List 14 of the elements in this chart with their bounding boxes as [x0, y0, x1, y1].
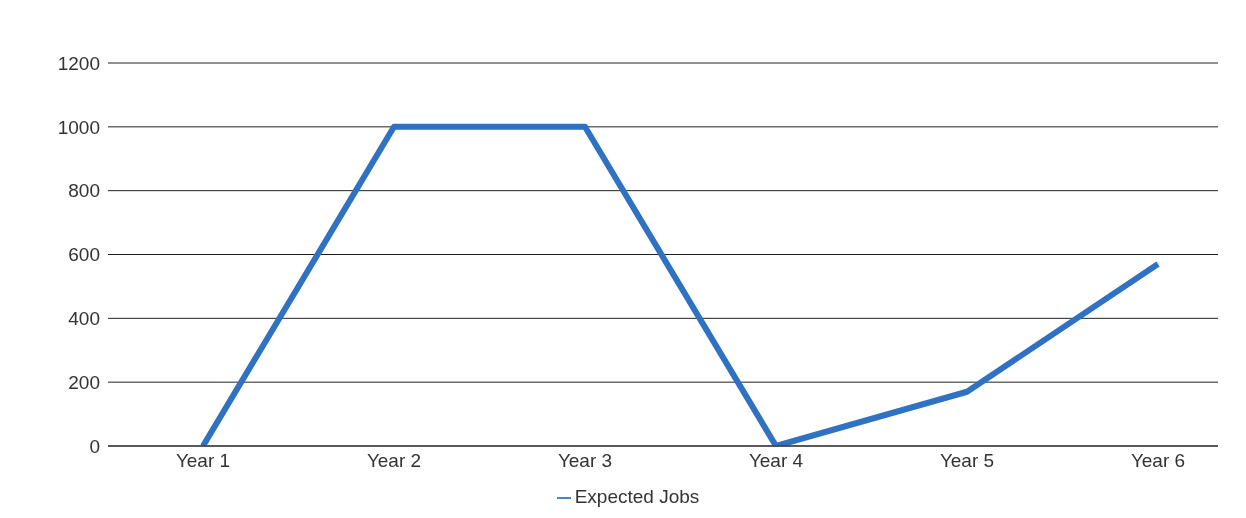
y-tick-label: 1200 — [57, 52, 100, 74]
x-tick-label: Year 1 — [175, 450, 231, 472]
legend-label: Expected Jobs — [574, 486, 700, 507]
y-tick-label: 1000 — [57, 116, 100, 138]
y-tick-label: 200 — [68, 371, 100, 393]
y-tick-label: 600 — [68, 244, 100, 266]
x-tick-label: Year 3 — [557, 450, 613, 472]
x-tick-label: Year 6 — [1130, 450, 1186, 472]
x-tick-label: Year 2 — [366, 450, 422, 472]
y-tick-label: 400 — [68, 308, 100, 330]
y-tick-label: 800 — [68, 180, 100, 202]
x-tick-label: Year 4 — [748, 450, 804, 472]
x-tick-label: Year 5 — [939, 450, 995, 472]
y-tick-label: 0 — [89, 435, 100, 457]
